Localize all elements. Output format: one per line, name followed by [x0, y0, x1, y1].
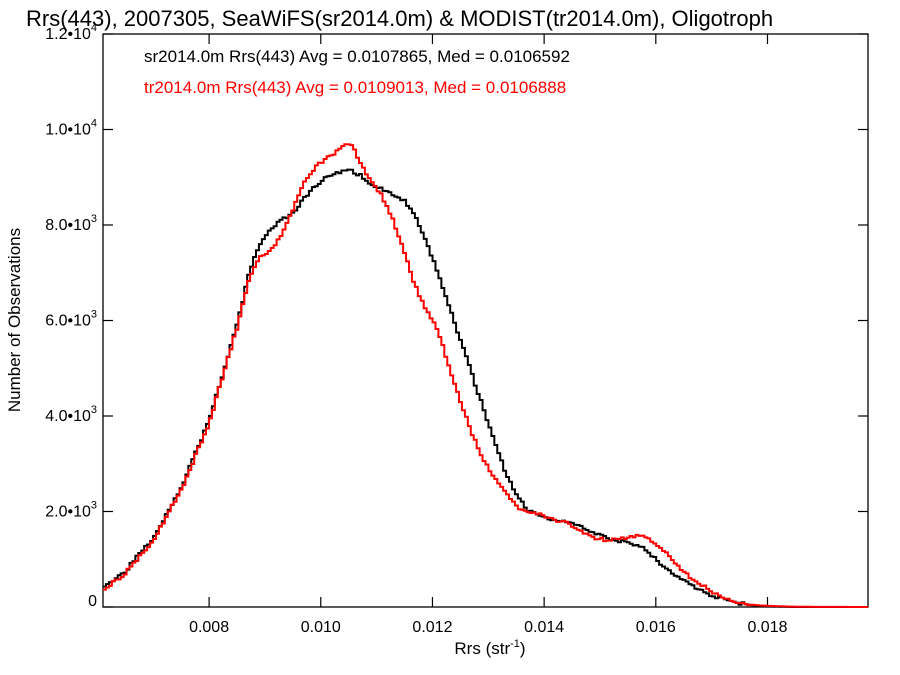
- x-tick-label: 0.008: [189, 619, 229, 636]
- y-tick-label: 2.0•103: [45, 500, 97, 521]
- y-tick-label: 0: [88, 593, 97, 610]
- x-tick-label: 0.010: [301, 619, 341, 636]
- annotation-series-1: sr2014.0m Rrs(443) Avg = 0.0107865, Med …: [144, 47, 570, 66]
- series-layer: [103, 143, 868, 608]
- x-axis-label-main: Rrs (str: [454, 639, 510, 658]
- x-tick-label: 0.016: [636, 619, 676, 636]
- annotation-series-2: tr2014.0m Rrs(443) Avg = 0.0109013, Med …: [144, 78, 566, 97]
- chart-title: Rrs(443), 2007305, SeaWiFS(sr2014.0m) & …: [26, 6, 773, 31]
- x-tick-label: 0.012: [412, 619, 452, 636]
- x-tick-label: 0.014: [524, 619, 564, 636]
- x-tick-label: 0.018: [747, 619, 787, 636]
- y-tick-label: 8.0•103: [45, 213, 97, 234]
- x-axis-label: Rrs (str-1): [454, 638, 525, 658]
- y-axis: 0 2.0•103 4.0•103 6.0•103 8.0•103 1.0•104 1.2•…: [45, 22, 868, 610]
- x-axis: 0.008 0.010 0.012 0.014 0.016 0.018: [189, 34, 788, 636]
- x-axis-label-end: ): [520, 639, 526, 658]
- y-tick-label: 4.0•103: [45, 404, 97, 425]
- y-tick-label: 1.0•104: [45, 118, 97, 139]
- y-tick-label: 1.2•104: [45, 22, 97, 43]
- series-line-2: [103, 143, 868, 608]
- series-line-1: [103, 168, 868, 608]
- y-axis-label: Number of Observations: [5, 228, 24, 412]
- y-tick-label: 6.0•103: [45, 309, 97, 330]
- x-axis-label-superscript: -1: [510, 638, 520, 650]
- plot-frame: [102, 33, 869, 608]
